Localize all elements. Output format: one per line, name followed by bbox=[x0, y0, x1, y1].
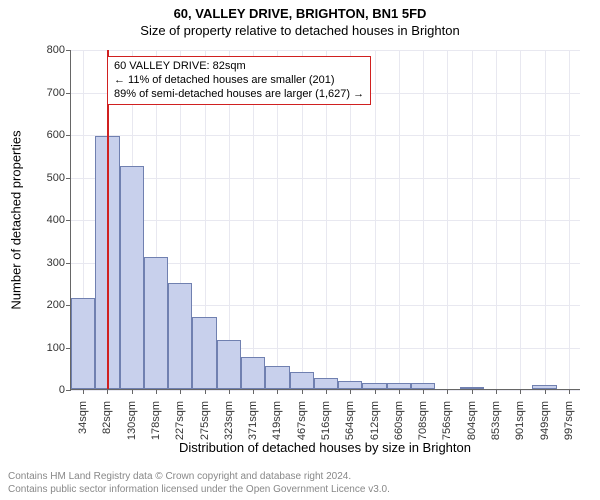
bar bbox=[265, 366, 289, 389]
xtick-label: 467sqm bbox=[296, 395, 308, 440]
xtick-label: 34sqm bbox=[77, 395, 89, 434]
gridline-v bbox=[569, 50, 570, 389]
bar bbox=[71, 298, 95, 389]
bar bbox=[217, 340, 241, 389]
xtick-mark bbox=[545, 389, 546, 394]
xtick-label: 227sqm bbox=[174, 395, 186, 440]
gridline-v bbox=[447, 50, 448, 389]
ytick-label: 800 bbox=[47, 44, 71, 56]
gridline-v bbox=[472, 50, 473, 389]
gridline-v bbox=[520, 50, 521, 389]
annotation-line-3: 89% of semi-detached houses are larger (… bbox=[114, 88, 364, 102]
annotation-box: 60 VALLEY DRIVE: 82sqm ← 11% of detached… bbox=[107, 56, 371, 105]
xtick-mark bbox=[447, 389, 448, 394]
xtick-label: 82sqm bbox=[101, 395, 113, 434]
xtick-mark bbox=[496, 389, 497, 394]
xtick-label: 660sqm bbox=[393, 395, 405, 440]
xtick-label: 275sqm bbox=[199, 395, 211, 440]
xtick-label: 130sqm bbox=[126, 395, 138, 440]
gridline-v bbox=[423, 50, 424, 389]
xtick-label: 178sqm bbox=[150, 395, 162, 440]
ytick-label: 500 bbox=[47, 172, 71, 184]
xtick-mark bbox=[205, 389, 206, 394]
xtick-label: 419sqm bbox=[271, 395, 283, 440]
xtick-mark bbox=[520, 389, 521, 394]
bar bbox=[120, 166, 144, 389]
xtick-label: 901sqm bbox=[514, 395, 526, 440]
xtick-label: 708sqm bbox=[417, 395, 429, 440]
ytick-label: 0 bbox=[59, 384, 71, 396]
bar bbox=[314, 378, 338, 389]
plot-area: 010020030040050060070080034sqm82sqm130sq… bbox=[70, 50, 580, 390]
ytick-label: 600 bbox=[47, 129, 71, 141]
ytick-label: 700 bbox=[47, 87, 71, 99]
xtick-label: 949sqm bbox=[539, 395, 551, 440]
gridline-v bbox=[399, 50, 400, 389]
bar bbox=[168, 283, 192, 389]
bar bbox=[338, 381, 362, 390]
xtick-mark bbox=[569, 389, 570, 394]
annotation-line-2: ← 11% of detached houses are smaller (20… bbox=[114, 74, 364, 88]
xtick-label: 371sqm bbox=[247, 395, 259, 440]
xtick-mark bbox=[132, 389, 133, 394]
xtick-mark bbox=[253, 389, 254, 394]
title-line-2: Size of property relative to detached ho… bbox=[0, 21, 600, 38]
footer-line-2: Contains public sector information licen… bbox=[8, 484, 592, 497]
xtick-label: 853sqm bbox=[490, 395, 502, 440]
xtick-mark bbox=[472, 389, 473, 394]
xtick-mark bbox=[277, 389, 278, 394]
xtick-label: 997sqm bbox=[563, 395, 575, 440]
footer-attribution: Contains HM Land Registry data © Crown c… bbox=[8, 471, 592, 496]
title-line-1: 60, VALLEY DRIVE, BRIGHTON, BN1 5FD bbox=[0, 0, 600, 21]
xtick-mark bbox=[350, 389, 351, 394]
xtick-mark bbox=[375, 389, 376, 394]
ytick-label: 400 bbox=[47, 214, 71, 226]
xtick-mark bbox=[107, 389, 108, 394]
xtick-label: 756sqm bbox=[441, 395, 453, 440]
xtick-mark bbox=[156, 389, 157, 394]
annotation-line-1: 60 VALLEY DRIVE: 82sqm bbox=[114, 60, 364, 74]
xtick-mark bbox=[302, 389, 303, 394]
bar bbox=[290, 372, 314, 389]
bar bbox=[144, 257, 168, 389]
gridline-v bbox=[545, 50, 546, 389]
xtick-mark bbox=[229, 389, 230, 394]
xtick-label: 804sqm bbox=[466, 395, 478, 440]
xtick-mark bbox=[399, 389, 400, 394]
footer-line-1: Contains HM Land Registry data © Crown c… bbox=[8, 471, 592, 484]
xtick-label: 323sqm bbox=[223, 395, 235, 440]
gridline-v bbox=[496, 50, 497, 389]
xtick-label: 564sqm bbox=[344, 395, 356, 440]
xtick-mark bbox=[83, 389, 84, 394]
y-axis-label: Number of detached properties bbox=[9, 130, 24, 309]
ytick-label: 300 bbox=[47, 257, 71, 269]
ytick-label: 200 bbox=[47, 299, 71, 311]
chart-container: 60, VALLEY DRIVE, BRIGHTON, BN1 5FD Size… bbox=[0, 0, 600, 500]
bar bbox=[192, 317, 216, 389]
bar bbox=[241, 357, 265, 389]
gridline-v bbox=[375, 50, 376, 389]
xtick-mark bbox=[423, 389, 424, 394]
x-axis-label: Distribution of detached houses by size … bbox=[179, 440, 471, 455]
xtick-label: 516sqm bbox=[320, 395, 332, 440]
xtick-label: 612sqm bbox=[369, 395, 381, 440]
xtick-mark bbox=[326, 389, 327, 394]
xtick-mark bbox=[180, 389, 181, 394]
ytick-label: 100 bbox=[47, 342, 71, 354]
